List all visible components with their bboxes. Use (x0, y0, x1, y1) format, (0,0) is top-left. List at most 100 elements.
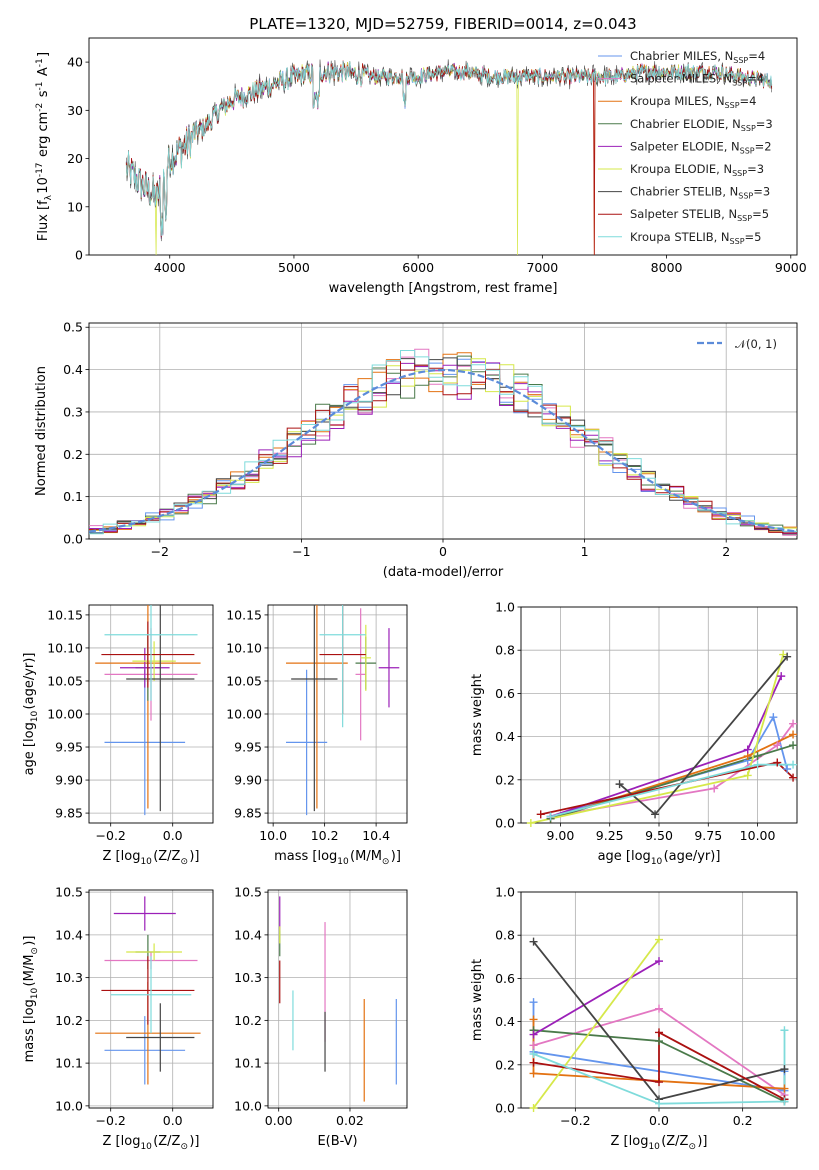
y-tick-label: 0.8 (495, 643, 515, 658)
mass-weight-marker (780, 1065, 789, 1074)
y-tick-label: 0.0 (495, 816, 515, 831)
mass-weight-marker (789, 773, 798, 782)
y-axis-label: Flux [fλ 10-17 erg cm-2 s-1 A-1 ] (35, 52, 54, 241)
y-tick-label: 10.05 (47, 673, 83, 688)
axes-frame (520, 606, 798, 824)
mass-weight-marker (655, 1099, 663, 1108)
mass-weight-marker (783, 652, 792, 661)
y-tick-label: 10.4 (234, 927, 262, 942)
mass-weight-marker (773, 758, 782, 767)
mass-weight-marker (529, 1050, 538, 1058)
x-axis-label: age [log10 (age/yr)] (598, 849, 721, 867)
x-tick-label: 7000 (526, 260, 558, 275)
y-tick-label: 0.0 (495, 1101, 515, 1116)
y-tick-label: 0.1 (63, 489, 83, 504)
x-tick-label: 10.4 (362, 828, 390, 843)
x-axis-label: Z [log10 (Z/Z⊙ )] (611, 1134, 708, 1152)
axes-mass-vs-Z: −0.2 0.0 10.0 10.1 10.2 10.3 10.4 10.5 Z [log10 … (22, 885, 214, 1152)
axes-age-vs-mass: 10.0 10.2 10.4 9.85 9.90 9.95 10.00 10.05 10.10 1… (226, 604, 408, 867)
x-axis-label: Z [log10 (Z/Z⊙ )] (103, 849, 200, 867)
y-tick-label: 10.05 (226, 673, 262, 688)
x-axis-label: mass [log10 (M/M⊙ )] (274, 849, 401, 867)
y-axis-label: age [log10 (age/yr)] (22, 653, 40, 776)
y-tick-label: 20 (67, 151, 83, 166)
y-tick-label: 10.10 (226, 640, 262, 655)
x-axis-label: (data-model)/error (383, 565, 504, 580)
y-tick-label: 9.95 (55, 740, 83, 755)
y-tick-label: 0 (75, 248, 83, 263)
y-tick-label: 0.6 (495, 971, 515, 986)
x-tick-label: −0.2 (96, 828, 126, 843)
y-tick-label: 0.4 (63, 362, 83, 377)
y-axis-label: mass weight (470, 959, 485, 1041)
x-tick-label: 8000 (651, 260, 683, 275)
x-tick-label: 10.2 (311, 828, 339, 843)
y-tick-label: 10.4 (55, 927, 83, 942)
y-tick-label: 10.15 (47, 607, 83, 622)
x-tick-label: 10.00 (740, 828, 776, 843)
axes-age-vs-Z: −0.2 0.0 9.85 9.90 9.95 10.00 10.05 10.10 10.15 Z… (22, 604, 214, 867)
mass-weight-marker (651, 810, 660, 819)
mass-weight-marker (655, 1037, 663, 1046)
x-tick-label: 2 (722, 544, 730, 559)
x-tick-label: 9.25 (596, 828, 624, 843)
y-tick-label: 0.4 (495, 1014, 515, 1029)
x-axis-label: E(B-V) (317, 1134, 357, 1149)
mass-weight-marker (789, 741, 798, 750)
x-tick-label: 9000 (775, 260, 807, 275)
plot-area (95, 896, 201, 1085)
mass-weight-marker (789, 719, 798, 728)
x-tick-label: 6000 (402, 260, 434, 275)
axes-mass-vs-EBV: 0.00 0.02 10.0 10.1 10.2 10.3 10.4 10.5 E(B-V) (234, 885, 408, 1149)
y-tick-label: 30 (67, 103, 83, 118)
y-tick-label: 10.00 (226, 707, 262, 722)
x-tick-label: 1 (581, 544, 589, 559)
x-tick-label: −1 (292, 544, 310, 559)
mass-weight-line (533, 960, 660, 1036)
x-tick-label: −0.2 (96, 1113, 126, 1128)
y-tick-label: 10.00 (47, 707, 83, 722)
mass-weight-marker (753, 760, 762, 769)
axes-frame (267, 889, 408, 1109)
mass-weight-marker (546, 812, 555, 821)
mass-weight-marker (655, 1004, 663, 1013)
plot-area (125, 59, 773, 255)
x-tick-label: −0.2 (560, 1113, 590, 1128)
plot-area (286, 605, 400, 816)
y-tick-label: 10.0 (55, 1098, 83, 1113)
axes-residuals: −2 −1 0 1 2 0.0 0.1 0.2 0.3 0.4 0.5 (data-model)/er… (34, 320, 798, 580)
mass-weight-marker (780, 1097, 789, 1106)
legend-entry: Chabrier ELODIE, NSSP=3 (630, 117, 773, 133)
y-tick-label: 10.0 (234, 1098, 262, 1113)
y-tick-label: 10.1 (234, 1056, 262, 1071)
legend-entry: Kroupa STELIB, NSSP=5 (630, 230, 761, 246)
legend-entry: Salpeter MILES, NSSP=4 (630, 72, 764, 88)
x-tick-label: −2 (151, 544, 169, 559)
normal-reference-curve (89, 368, 797, 533)
plot-area (89, 348, 797, 536)
axes-frame (88, 322, 798, 540)
y-tick-label: 0.0 (63, 532, 83, 547)
y-tick-label: 10.5 (55, 885, 83, 900)
y-tick-label: 0.8 (495, 928, 515, 943)
mass-weight-line (532, 938, 660, 1108)
mass-weight-marker (536, 810, 545, 819)
mass-weight-marker (789, 730, 798, 739)
legend-entry: Kroupa ELODIE, NSSP=3 (630, 162, 764, 178)
y-tick-label: 10.15 (226, 607, 262, 622)
y-tick-label: 9.95 (234, 740, 262, 755)
axes-frame (88, 889, 214, 1109)
y-tick-label: 0.2 (495, 772, 515, 787)
mass-weight-marker (529, 937, 538, 946)
mass-weight-marker (710, 784, 719, 793)
x-tick-label: 0 (439, 544, 447, 559)
mass-weight-marker (780, 1026, 789, 1035)
y-tick-label: 10.2 (234, 1013, 262, 1028)
y-tick-label: 0.5 (63, 320, 83, 335)
mass-weight-marker (743, 771, 752, 780)
x-tick-label: 0.0 (163, 1113, 183, 1128)
residual-histogram (89, 357, 797, 534)
mass-weight-marker (777, 672, 786, 681)
